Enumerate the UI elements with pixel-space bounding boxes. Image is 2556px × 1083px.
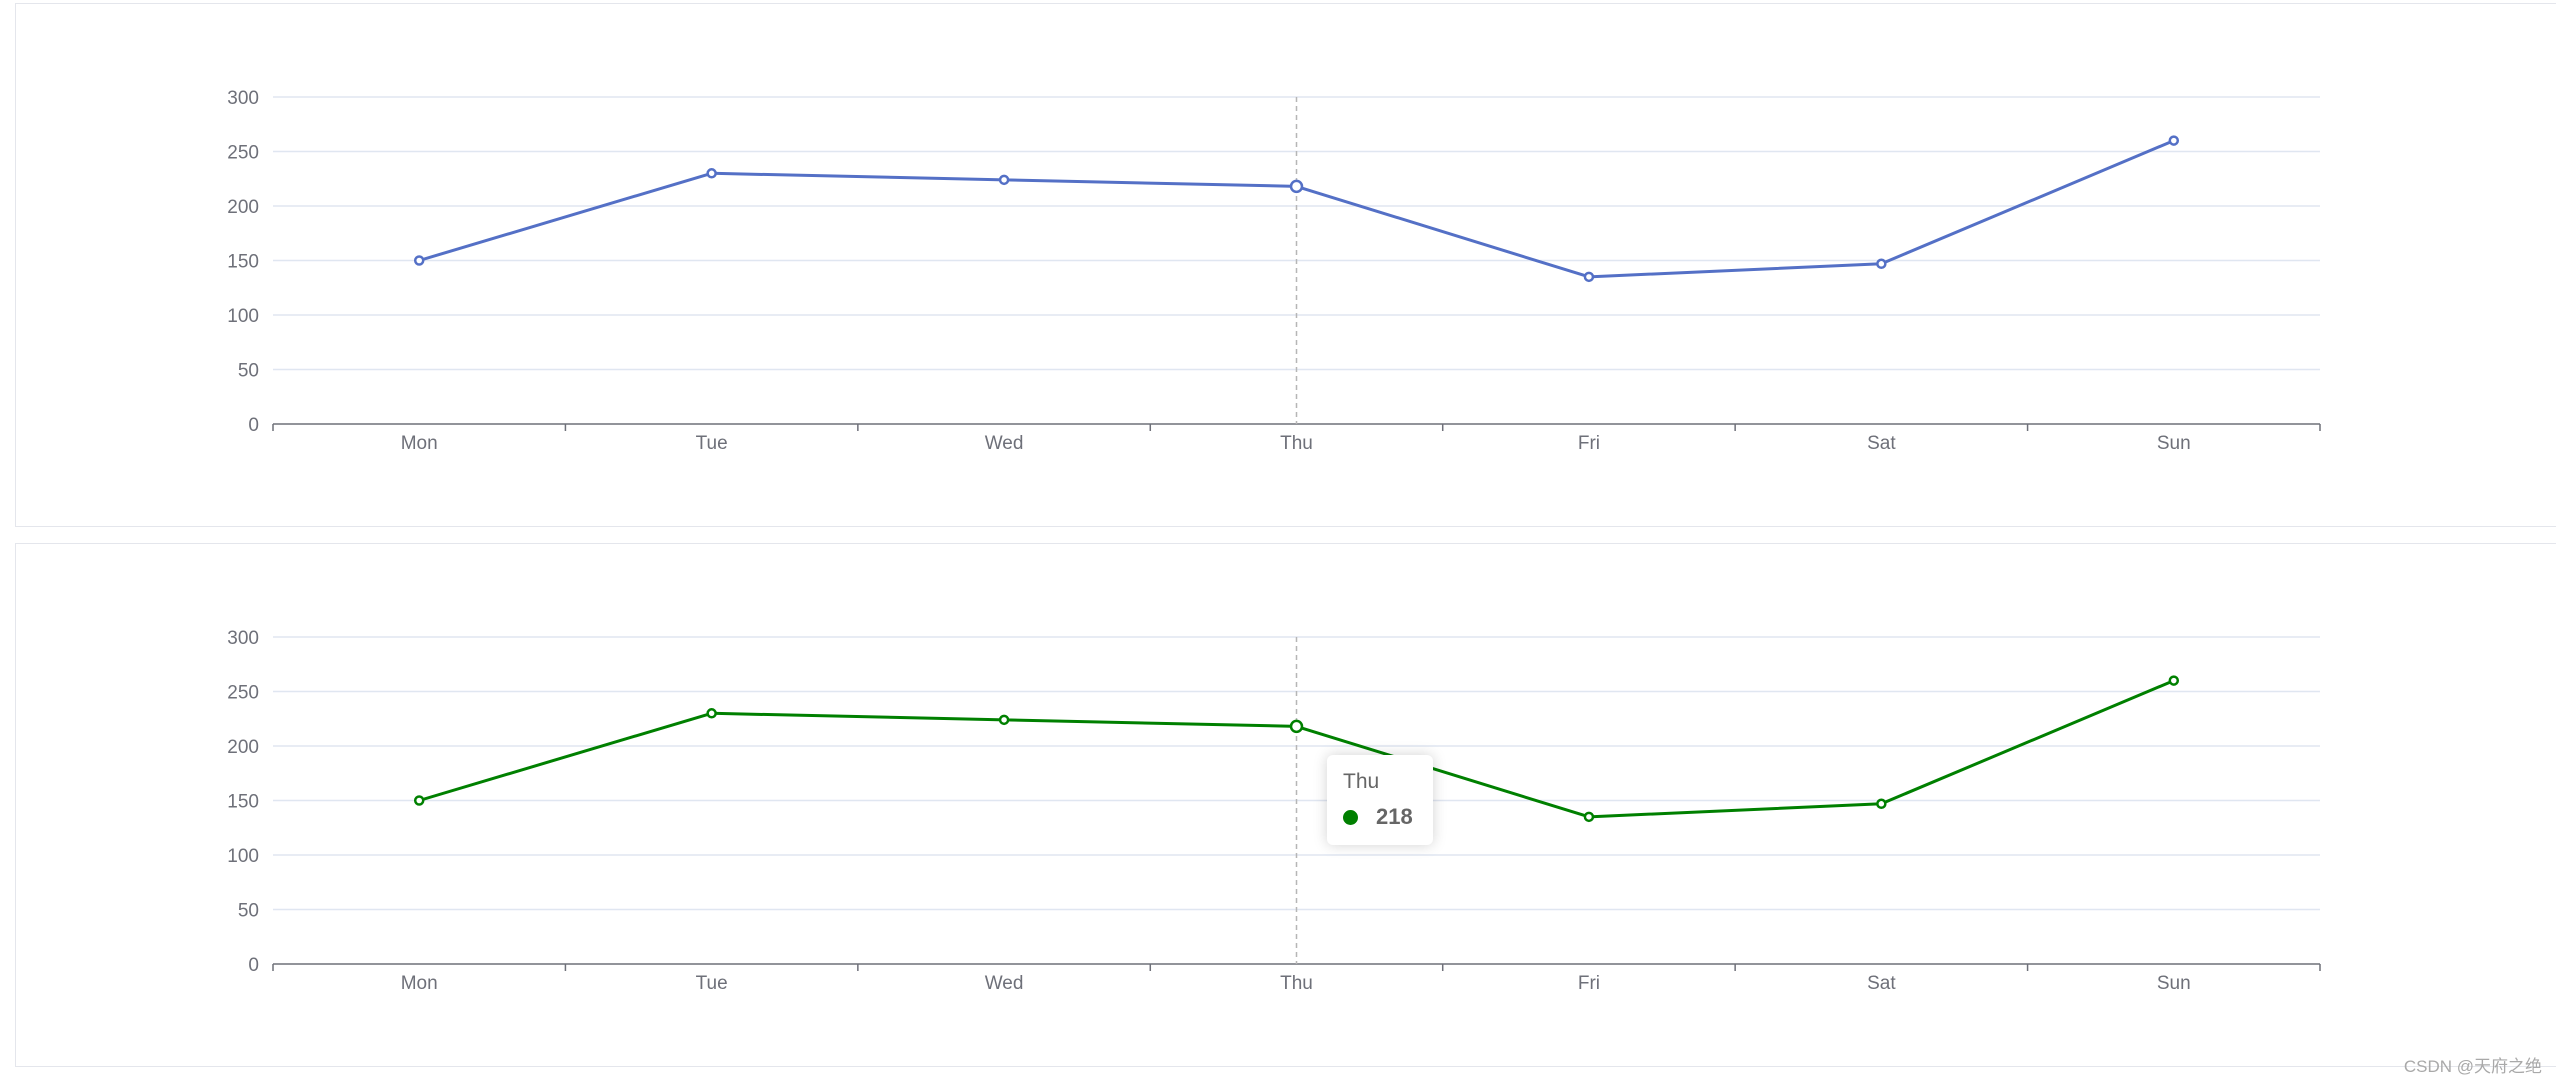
data-point [413, 795, 425, 806]
y-tick-label: 100 [227, 306, 259, 327]
y-tick-label: 0 [248, 415, 259, 436]
line-chart-green[interactable]: 0 50 100 150 200 250 300 Mon Tue Wed Thu Fri Sat Sun [15, 543, 2556, 1067]
x-tick-label: Fri [1578, 433, 1600, 454]
tooltip-series-dot-icon [1343, 809, 1358, 825]
y-tick-label: 250 [227, 683, 259, 704]
x-tick-label: Tue [696, 433, 728, 454]
data-point [2168, 135, 2180, 146]
data-point [1289, 719, 1304, 734]
data-point [1289, 179, 1304, 194]
x-tick-label: Sun [2157, 973, 2191, 994]
chart-svg-blue[interactable]: 0 50 100 150 200 250 300 Mon Tue Wed Thu Fri Sat Sun [16, 4, 2556, 528]
line-chart-blue[interactable]: 0 50 100 150 200 250 300 Mon Tue Wed Thu Fri Sat Sun [15, 3, 2556, 527]
x-tick-label: Fri [1578, 973, 1600, 994]
data-point [1583, 811, 1595, 823]
y-tick-label: 50 [238, 361, 259, 382]
tooltip-row: 218 [1343, 804, 1417, 830]
data-point [2168, 675, 2180, 686]
x-tick-label: Thu [1280, 433, 1313, 454]
x-tick-label: Wed [985, 433, 1024, 454]
y-tick-label: 150 [227, 792, 259, 813]
x-tick-label: Wed [985, 973, 1024, 994]
chart-tooltip: Thu 218 [1327, 755, 1433, 845]
x-tick-label: Sat [1867, 973, 1896, 994]
data-point [998, 714, 1010, 726]
y-tick-label: 300 [227, 628, 259, 649]
y-tick-label: 250 [227, 143, 259, 164]
data-point [413, 255, 425, 266]
data-point [1876, 798, 1887, 810]
data-point [998, 174, 1010, 186]
y-tick-label: 200 [227, 737, 259, 758]
y-tick-label: 0 [248, 955, 259, 976]
y-tick-label: 150 [227, 252, 259, 273]
x-tick-label: Sun [2157, 433, 2191, 454]
x-tick-label: Thu [1280, 973, 1313, 994]
tooltip-title: Thu [1343, 770, 1380, 793]
x-tick-label: Mon [401, 433, 438, 454]
y-tick-label: 100 [227, 846, 259, 867]
watermark: CSDN @天府之绝 [2403, 1057, 2542, 1076]
y-tick-label: 300 [227, 88, 259, 109]
x-tick-label: Mon [401, 973, 438, 994]
chart-svg-green[interactable]: 0 50 100 150 200 250 300 Mon Tue Wed Thu Fri Sat Sun [16, 544, 2556, 1068]
y-tick-label: 50 [238, 901, 259, 922]
x-tick-label: Tue [696, 973, 728, 994]
x-tick-label: Sat [1867, 433, 1896, 454]
data-point [706, 708, 717, 719]
y-tick-label: 200 [227, 197, 259, 218]
data-point [706, 168, 717, 179]
data-point [1876, 258, 1887, 270]
data-point [1583, 271, 1595, 283]
tooltip-value: 218 [1376, 804, 1413, 829]
